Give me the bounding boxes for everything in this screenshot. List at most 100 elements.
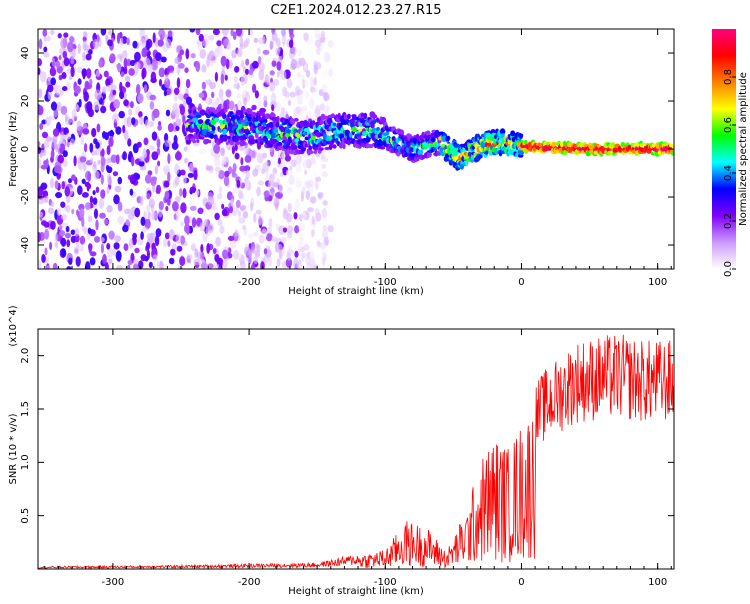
spectrogram-cell bbox=[236, 93, 242, 99]
spectrogram-cell bbox=[295, 106, 301, 115]
spectrogram-cell bbox=[180, 202, 187, 214]
spectrogram-cell bbox=[223, 175, 230, 187]
spectrogram-ridge-cell bbox=[268, 121, 274, 129]
spectrogram-ridge-cell bbox=[370, 123, 375, 129]
spectrogram-cell bbox=[315, 176, 322, 182]
spectrogram-cell bbox=[68, 178, 72, 184]
snr-axes: -300 -200 -100 0 100 0.5 1.0 1.5 2.0 bbox=[20, 329, 674, 588]
spectrogram-cell bbox=[218, 169, 225, 180]
spectrogram-ridge-cell bbox=[388, 126, 392, 130]
spectrogram-ridge-cell bbox=[419, 149, 424, 155]
spectrogram-cell bbox=[300, 252, 307, 258]
spectrogram-cell bbox=[316, 240, 321, 247]
spectrogram-cell bbox=[68, 74, 73, 81]
spectrogram-cell bbox=[294, 198, 300, 210]
spectrogram-cell bbox=[314, 39, 322, 48]
spectrogram-ridge-cell bbox=[311, 135, 316, 141]
spectrogram-cell bbox=[231, 145, 235, 155]
spectrogram-ridge-cell bbox=[657, 150, 662, 155]
spectrogram-cell bbox=[98, 59, 103, 68]
spectrogram-cell bbox=[281, 70, 287, 81]
spectrogram-cell bbox=[216, 40, 222, 47]
spectrogram-cell bbox=[245, 68, 249, 75]
spectrogram-cell bbox=[82, 128, 90, 135]
spectrogram-ridge-cell bbox=[324, 146, 330, 151]
spectrogram-cell bbox=[75, 256, 81, 267]
spectrogram-ridge-cell bbox=[252, 111, 257, 117]
spectrogram-cell bbox=[112, 247, 116, 256]
spectrogram-cell bbox=[267, 179, 275, 189]
spectrogram-ridge-cell bbox=[400, 129, 405, 136]
colorbar: 0.0 0.2 0.4 0.6 0.8 Normalized spectral ampl… bbox=[712, 29, 749, 277]
spectrogram-cell bbox=[127, 138, 132, 147]
spectrogram-cell bbox=[244, 155, 252, 163]
spectrogram-cell bbox=[167, 240, 171, 247]
spectrogram-cell bbox=[88, 49, 93, 55]
spectrogram-cell bbox=[82, 31, 88, 38]
colorbar-tick-label: 0.0 bbox=[723, 261, 734, 277]
snr-panel: -300 -200 -100 0 100 0.5 1.0 1.5 2.0 Height of s… bbox=[8, 305, 675, 597]
spectrogram-cell bbox=[197, 207, 204, 214]
spectrogram-cell bbox=[206, 57, 210, 68]
spectrogram-cell bbox=[66, 239, 71, 248]
spectrogram-cell bbox=[128, 68, 135, 76]
spectrogram-cell bbox=[40, 182, 48, 190]
spectrogram-cell bbox=[49, 177, 54, 189]
spectrogram-ridge-cell bbox=[367, 143, 374, 149]
spectrogram-cell bbox=[234, 76, 238, 83]
spectrogram-cell bbox=[113, 242, 120, 250]
spectrogram-cell bbox=[269, 70, 275, 76]
spectrogram-ridge-cell bbox=[277, 145, 282, 150]
colorbar-tick-label: 0.4 bbox=[723, 165, 734, 181]
spectrogram-cell bbox=[288, 39, 294, 49]
spectrogram-cell bbox=[164, 139, 172, 147]
spectrogram-cell bbox=[151, 210, 156, 221]
spectrogram-cell bbox=[256, 141, 262, 150]
spectrogram-ridge-cell bbox=[409, 146, 414, 152]
snr-xtick-label: -300 bbox=[102, 577, 125, 588]
spectrogram-cell bbox=[179, 169, 186, 176]
spectrogram-ridge-cell bbox=[499, 128, 506, 135]
spectrogram-cell bbox=[40, 147, 47, 157]
spectrogram-ridge-cell bbox=[286, 142, 291, 146]
spectrogram-cell bbox=[59, 230, 66, 237]
spectrogram-cell bbox=[43, 46, 48, 53]
spectrogram-cell bbox=[70, 229, 76, 235]
spectrogram-cell bbox=[112, 113, 119, 123]
spectrogram-cell bbox=[125, 75, 131, 82]
spectrogram-cell bbox=[93, 170, 100, 180]
spectrogram-cell bbox=[175, 233, 182, 244]
spectrogram-cell bbox=[92, 38, 100, 50]
spectrogram-cell bbox=[95, 70, 101, 77]
spectrogram-cell bbox=[186, 253, 193, 260]
spectrogram-cell bbox=[165, 109, 171, 117]
spectrogram-cell bbox=[282, 227, 288, 233]
spectrogram-cell bbox=[241, 59, 244, 68]
spectrogram-cell bbox=[254, 249, 260, 258]
spectrogram-ridge-cell bbox=[363, 112, 368, 120]
spectrogram-ridge-cell bbox=[197, 106, 202, 111]
spectrogram-cell bbox=[108, 230, 115, 240]
spectrogram-ridge-cell bbox=[218, 128, 223, 133]
spectrogram-cell bbox=[185, 96, 193, 106]
spectrogram-cell bbox=[74, 228, 80, 237]
spectrogram-cell bbox=[43, 52, 50, 58]
spectrogram-cell bbox=[150, 71, 157, 82]
spectrogram-ridge-cell bbox=[269, 137, 275, 143]
spectrogram-cell bbox=[258, 216, 264, 225]
spectrogram-cell bbox=[107, 39, 113, 47]
spectrogram-cell bbox=[273, 197, 280, 209]
spectrogram-cell bbox=[94, 236, 101, 243]
spectrogram-cell bbox=[65, 132, 72, 140]
spectrogram-ridge-cell bbox=[444, 156, 450, 162]
spectrogram-ridge-cell bbox=[233, 136, 239, 143]
spectrogram-cell bbox=[303, 80, 310, 87]
spectrogram-cell bbox=[250, 263, 256, 269]
colorbar-tick-label: 0.6 bbox=[723, 117, 734, 133]
spectrogram-cell bbox=[221, 209, 228, 217]
spectrogram-cell bbox=[50, 29, 55, 35]
spectrogram-cell bbox=[97, 159, 101, 165]
spectrogram-ridge-cell bbox=[257, 116, 262, 121]
spectrogram-cell bbox=[257, 47, 261, 55]
spectrogram-cell bbox=[327, 40, 334, 48]
